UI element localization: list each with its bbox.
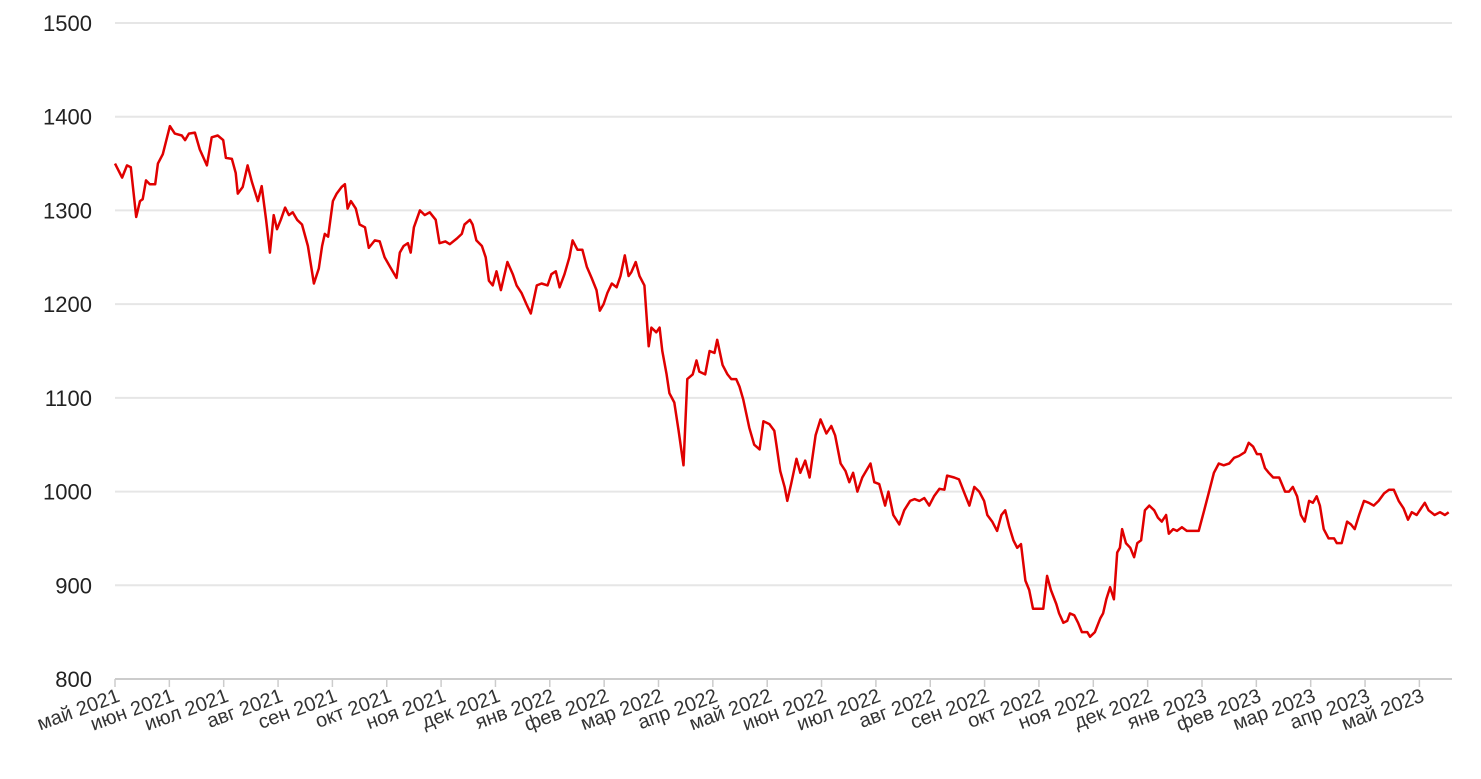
y-tick-label: 800 [55,667,92,692]
y-tick-label: 1300 [43,198,92,223]
y-tick-label: 1100 [45,386,92,411]
price-line [113,124,1450,639]
y-tick-label: 1000 [43,480,92,505]
y-tick-label: 900 [55,573,92,598]
y-tick-label: 1200 [43,292,92,317]
y-tick-label: 1500 [43,11,92,36]
y-tick-label: 1400 [43,105,92,130]
